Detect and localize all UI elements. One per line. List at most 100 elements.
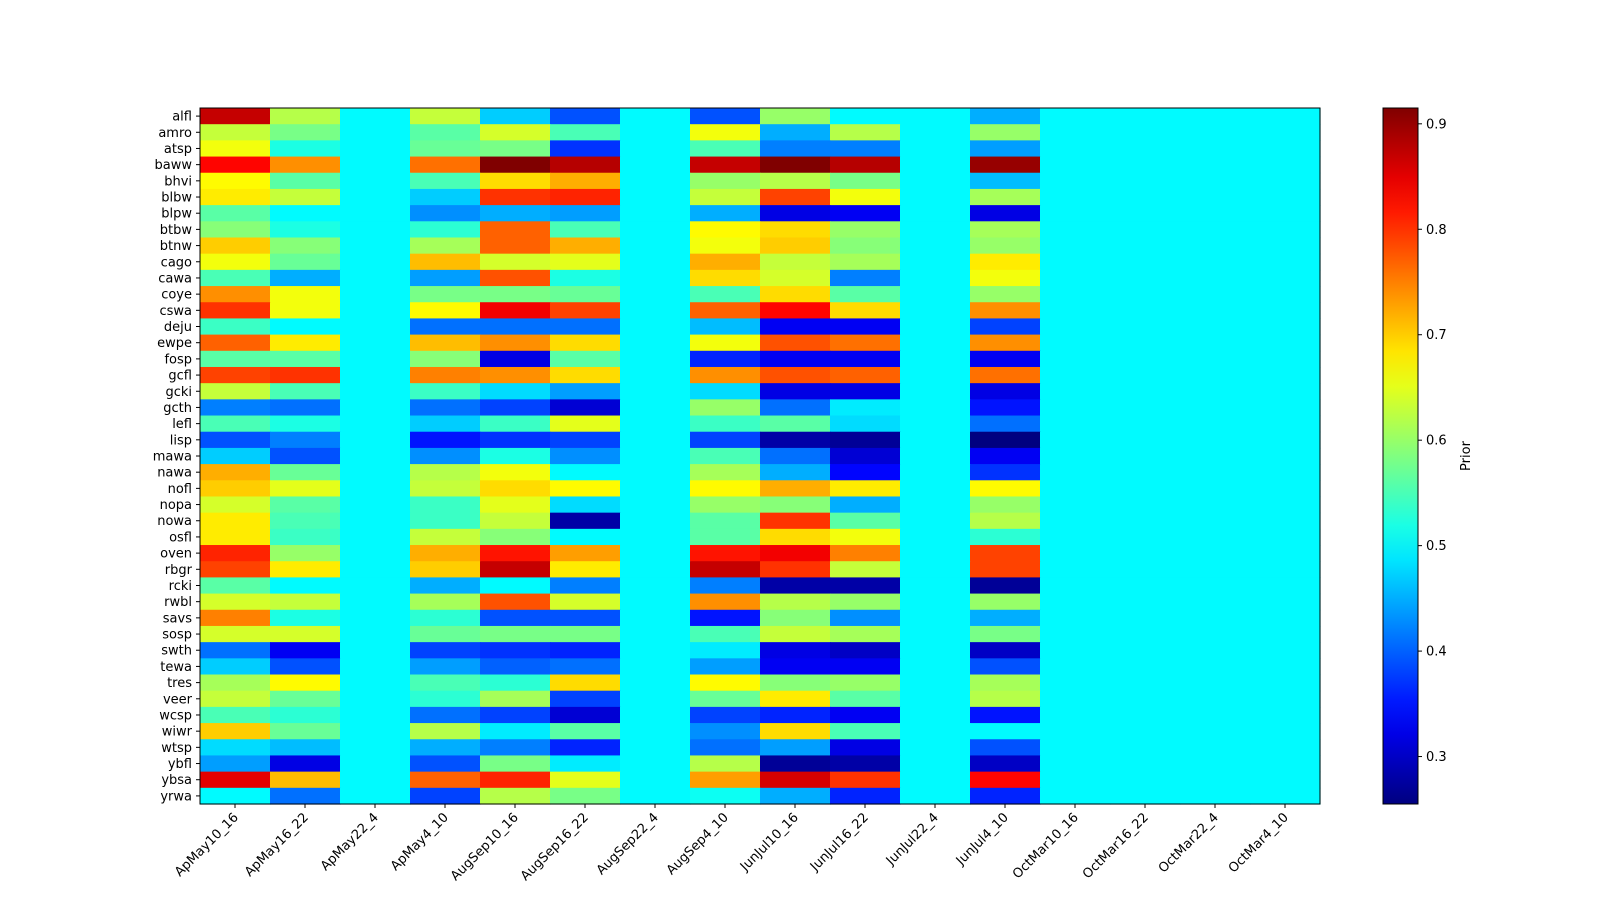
heatmap-cell-lefl-JunJul10_16: [760, 415, 831, 433]
heatmap-cell-swth-ApMay22_4: [340, 642, 411, 659]
heatmap-cell-osfl-JunJul4_10: [970, 528, 1041, 546]
heatmap-cell-atsp-OctMar10_16: [1040, 140, 1111, 158]
heatmap-cell-wtsp-OctMar22_4: [1180, 739, 1251, 757]
colorbar-ticks: 0.3 0.4 0.5 0.6 0.7 0.8 0.9: [1418, 117, 1447, 765]
heatmap-cell-rbgr-ApMay10_16: [200, 561, 271, 578]
y-tick-label-wtsp: wtsp: [161, 741, 192, 756]
heatmap-cell-rcki-OctMar16_22: [1110, 577, 1181, 595]
heatmap-cell-rcki-JunJul16_22: [830, 577, 901, 595]
heatmap-cell-baww-AugSep4_10: [690, 156, 761, 174]
heatmap-cell-veer-AugSep22_4: [620, 690, 691, 708]
heatmap-cell-nopa-AugSep4_10: [690, 496, 761, 514]
heatmap-cell-yrwa-ApMay4_10: [410, 787, 481, 805]
heatmap-cell-sosp-ApMay16_22: [270, 625, 341, 643]
heatmap-cell-cswa-JunJul4_10: [970, 302, 1041, 320]
heatmap-cell-bhvi-ApMay16_22: [270, 172, 341, 190]
heatmap-cell-mawa-ApMay4_10: [410, 447, 481, 465]
heatmap-cell-wiwr-ApMay16_22: [270, 723, 341, 740]
heatmap-cell-cawa-AugSep10_16: [480, 269, 551, 287]
heatmap-cell-mawa-JunJul22_4: [900, 447, 971, 465]
heatmap-cell-fosp-OctMar10_16: [1040, 350, 1111, 368]
heatmap-cell-nofl-AugSep10_16: [480, 480, 551, 498]
heatmap-cell-rbgr-OctMar16_22: [1110, 561, 1181, 578]
heatmap-cell-nopa-ApMay4_10: [410, 496, 481, 514]
y-tick-label-ybfl: ybfl: [168, 757, 192, 772]
x-tick-label-AugSep22_4: AugSep22_4: [594, 810, 662, 878]
heatmap-cell-blbw-ApMay10_16: [200, 188, 271, 206]
heatmap-cell-oven-AugSep10_16: [480, 545, 551, 562]
y-tick-label-lisp: lisp: [170, 433, 192, 448]
heatmap-cell-wtsp-AugSep10_16: [480, 739, 551, 757]
heatmap-cell-blpw-AugSep4_10: [690, 205, 761, 222]
heatmap-cell-wcsp-OctMar4_10: [1250, 706, 1321, 724]
heatmap-cell-cago-OctMar10_16: [1040, 253, 1111, 271]
colorbar-tick-label: 0.8: [1426, 223, 1447, 238]
heatmap-cell-btnw-OctMar22_4: [1180, 237, 1251, 255]
heatmap-cell-cawa-ApMay16_22: [270, 269, 341, 287]
heatmap-cell-cago-AugSep22_4: [620, 253, 691, 271]
heatmap-cell-deju-OctMar4_10: [1250, 318, 1321, 336]
y-tick-label-deju: deju: [164, 320, 192, 335]
heatmap-cell-atsp-ApMay10_16: [200, 140, 271, 158]
heatmap-cell-swth-AugSep4_10: [690, 642, 761, 659]
heatmap-cell-wcsp-AugSep16_22: [550, 706, 621, 724]
heatmap-cell-amro-JunJul4_10: [970, 124, 1041, 141]
heatmap-cell-savs-AugSep22_4: [620, 609, 691, 627]
heatmap-cell-ybsa-OctMar22_4: [1180, 771, 1251, 789]
y-tick-label-btnw: btnw: [160, 239, 193, 254]
heatmap-cell-nofl-JunJul16_22: [830, 480, 901, 498]
heatmap-cell-wcsp-OctMar10_16: [1040, 706, 1111, 724]
heatmap-cell-veer-AugSep4_10: [690, 690, 761, 708]
heatmap-cell-lisp-ApMay22_4: [340, 431, 411, 449]
heatmap-cell-yrwa-OctMar16_22: [1110, 787, 1181, 805]
heatmap-cell-gcki-JunJul4_10: [970, 383, 1041, 400]
heatmap-cell-coye-JunJul16_22: [830, 286, 901, 303]
heatmap-cell-lefl-AugSep16_22: [550, 415, 621, 433]
heatmap-cell-gcfl-JunJul22_4: [900, 366, 971, 384]
heatmap-cell-tewa-AugSep10_16: [480, 658, 551, 676]
heatmap-cell-savs-ApMay22_4: [340, 609, 411, 627]
heatmap-cell-rbgr-OctMar4_10: [1250, 561, 1321, 578]
heatmap-cell-osfl-AugSep4_10: [690, 528, 761, 546]
heatmap-cell-cawa-AugSep22_4: [620, 269, 691, 287]
heatmap-cell-cswa-AugSep10_16: [480, 302, 551, 320]
heatmap-cell-gcth-AugSep4_10: [690, 399, 761, 417]
heatmap-cell-cago-JunJul16_22: [830, 253, 901, 271]
heatmap-cell-oven-OctMar16_22: [1110, 545, 1181, 562]
heatmap-cell-ewpe-OctMar22_4: [1180, 334, 1251, 352]
heatmap-cell-bhvi-OctMar4_10: [1250, 172, 1321, 190]
heatmap-cell-tres-ApMay4_10: [410, 674, 481, 692]
heatmap-cell-nofl-JunJul4_10: [970, 480, 1041, 498]
heatmap-cell-cago-JunJul10_16: [760, 253, 831, 271]
heatmap-cell-wiwr-AugSep4_10: [690, 723, 761, 740]
heatmap-cell-nawa-ApMay10_16: [200, 464, 271, 481]
heatmap-cell-gcfl-JunJul4_10: [970, 366, 1041, 384]
heatmap-cell-ybsa-OctMar4_10: [1250, 771, 1321, 789]
heatmap-cell-nofl-OctMar10_16: [1040, 480, 1111, 498]
heatmap-cell-swth-AugSep22_4: [620, 642, 691, 659]
heatmap-cell-wcsp-OctMar16_22: [1110, 706, 1181, 724]
heatmap-cell-mawa-JunJul4_10: [970, 447, 1041, 465]
heatmap-cell-swth-OctMar22_4: [1180, 642, 1251, 659]
heatmap-cell-atsp-JunJul10_16: [760, 140, 831, 158]
heatmap-cell-amro-ApMay16_22: [270, 124, 341, 141]
heatmap-cell-lefl-ApMay4_10: [410, 415, 481, 433]
heatmap-cell-tres-ApMay10_16: [200, 674, 271, 692]
heatmap-cell-fosp-OctMar4_10: [1250, 350, 1321, 368]
heatmap-cell-wtsp-AugSep4_10: [690, 739, 761, 757]
heatmap-cell-bhvi-OctMar16_22: [1110, 172, 1181, 190]
heatmap-cell-wiwr-AugSep10_16: [480, 723, 551, 740]
heatmap-cell-rbgr-JunJul4_10: [970, 561, 1041, 578]
heatmap-cell-alfl-AugSep10_16: [480, 108, 551, 125]
heatmap-cell-lisp-OctMar16_22: [1110, 431, 1181, 449]
heatmap-cell-lefl-ApMay16_22: [270, 415, 341, 433]
heatmap-cell-tewa-ApMay4_10: [410, 658, 481, 676]
heatmap-cell-gcth-AugSep10_16: [480, 399, 551, 417]
heatmap-cell-ewpe-JunJul10_16: [760, 334, 831, 352]
y-tick-label-wcsp: wcsp: [159, 708, 192, 723]
heatmap-cell-blpw-ApMay4_10: [410, 205, 481, 222]
heatmap-cell-deju-AugSep4_10: [690, 318, 761, 336]
heatmap-cell-amro-JunJul16_22: [830, 124, 901, 141]
heatmap-cell-lisp-AugSep16_22: [550, 431, 621, 449]
